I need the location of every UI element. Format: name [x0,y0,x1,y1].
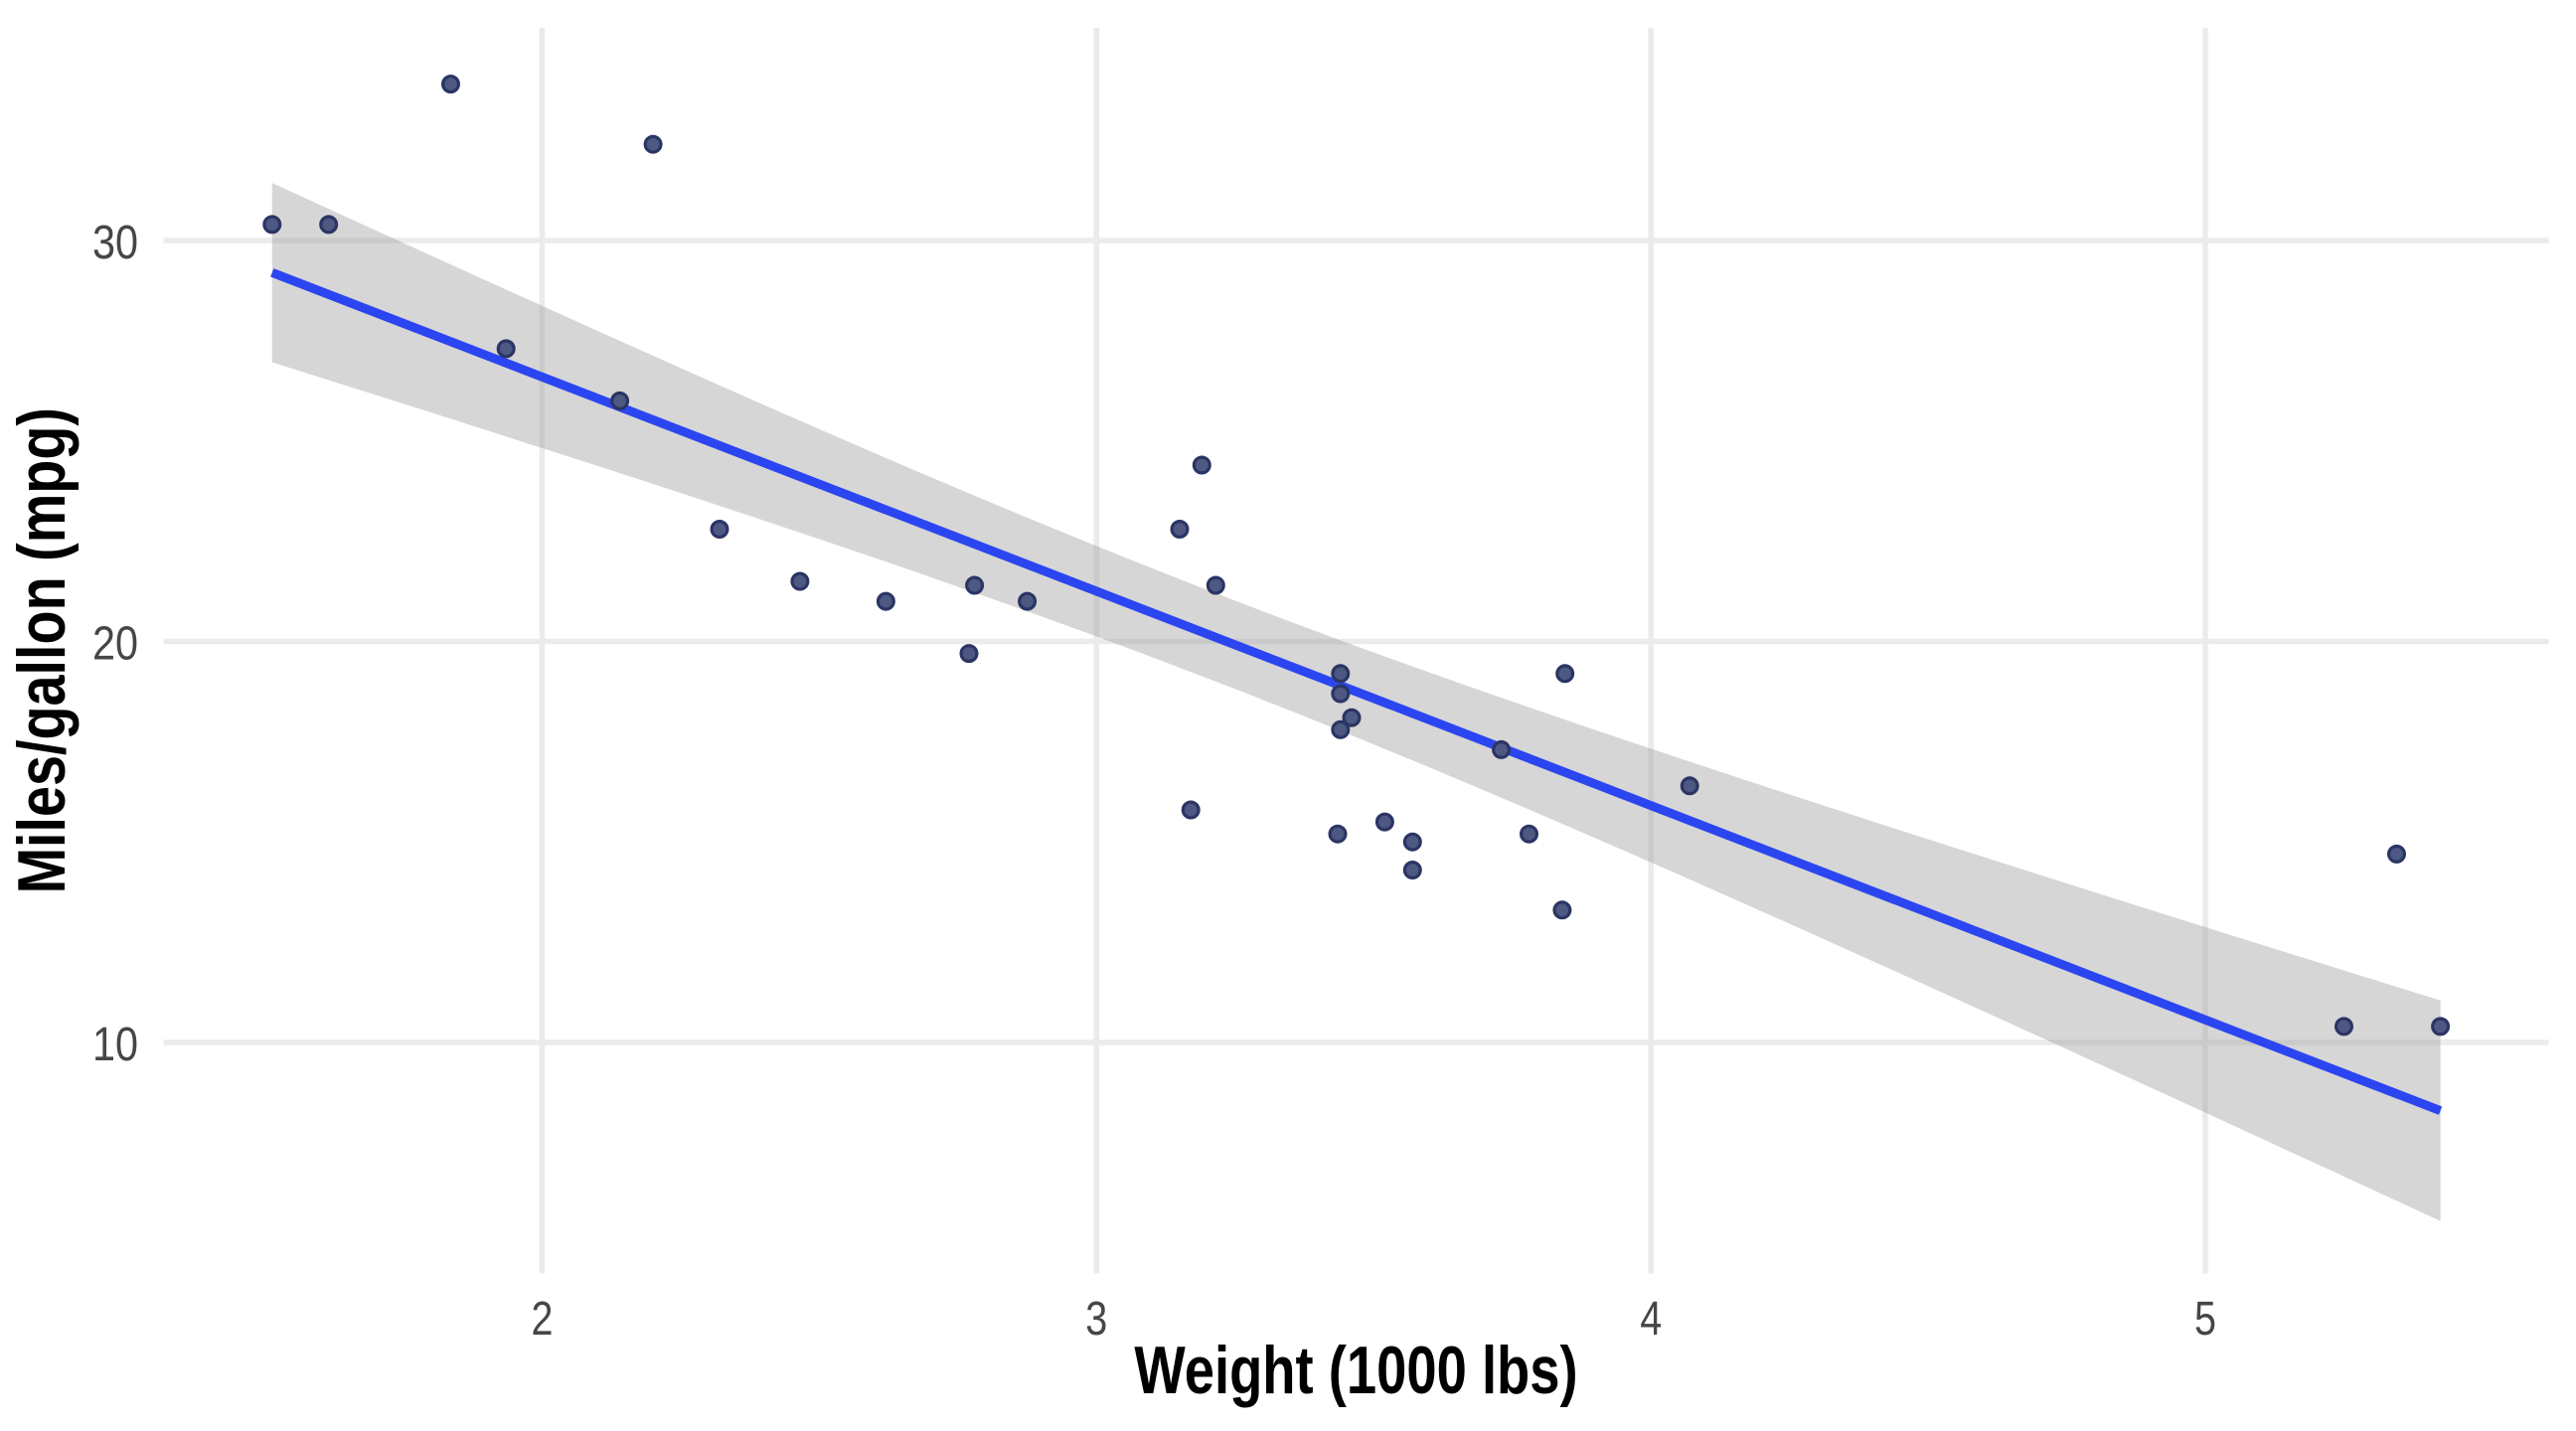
svg-text:2: 2 [532,1293,554,1346]
svg-text:Miles/gallon (mpg): Miles/gallon (mpg) [5,407,80,893]
svg-text:5: 5 [2194,1293,2216,1346]
svg-text:Weight (1000 lbs): Weight (1000 lbs) [1134,1333,1577,1408]
svg-text:4: 4 [1640,1293,1662,1346]
svg-text:10: 10 [92,1019,138,1071]
svg-text:3: 3 [1085,1293,1107,1346]
svg-text:20: 20 [92,618,138,671]
svg-text:30: 30 [92,217,138,269]
